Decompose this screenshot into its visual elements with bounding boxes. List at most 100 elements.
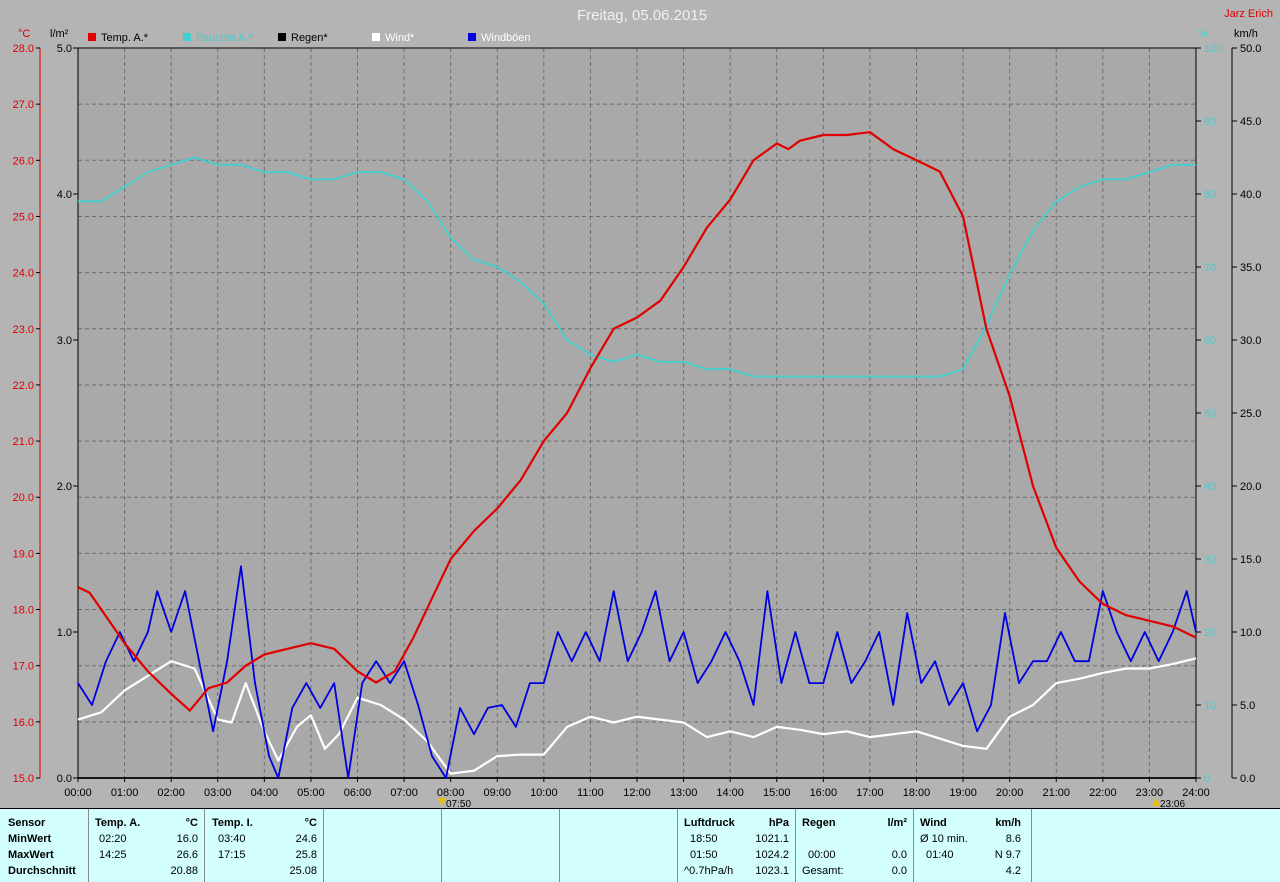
temp-tick-label: 28.0: [13, 43, 34, 55]
cell-time: 03:40: [218, 833, 246, 845]
humidity-tick-label: 50: [1204, 408, 1216, 420]
cell-value: 25.08: [289, 865, 317, 877]
cell-value: 20.88: [170, 865, 198, 877]
cell-label: Ø 10 min.: [920, 833, 968, 845]
x-tick-label: 22:00: [1089, 787, 1117, 799]
col-unit: l/m²: [887, 817, 907, 829]
wind-tick-label: 0.0: [1240, 773, 1255, 785]
col-header: Temp. A.: [95, 817, 141, 829]
humidity-tick-label: 80: [1204, 189, 1216, 201]
cell-time: 00:00: [808, 849, 836, 861]
x-tick-label: 12:00: [623, 787, 651, 799]
legend-label-wind: Wind*: [385, 32, 415, 44]
col-unit: °C: [185, 817, 198, 829]
legend-swatch-humidity: [183, 33, 191, 41]
row-label: MaxWert: [8, 849, 54, 861]
wind-tick-label: 20.0: [1240, 481, 1261, 493]
x-tick-label: 05:00: [297, 787, 325, 799]
cell-time: 18:50: [690, 833, 718, 845]
cell-time: 01:50: [690, 849, 718, 861]
wind-tick-label: 40.0: [1240, 189, 1261, 201]
cell-value: 4.2: [1005, 865, 1021, 877]
cell-value: 1024.2: [755, 849, 789, 861]
temp-tick-label: 16.0: [13, 717, 34, 729]
cell-time: ^0.7hPa/h: [684, 865, 734, 877]
cell-value: N 9.7: [994, 849, 1021, 861]
temp-tick-label: 20.0: [13, 492, 34, 504]
legend-label-humidity: Feuchte A.*: [196, 32, 254, 44]
rain-unit-label: l/m²: [50, 28, 69, 40]
col-unit: hPa: [768, 817, 789, 829]
col-pressure: Luftdruck hPa 18:50 1021.1 01:50 1024.2 …: [678, 809, 796, 882]
wind-tick-label: 30.0: [1240, 335, 1261, 347]
x-tick-label: 14:00: [716, 787, 744, 799]
x-tick-label: 07:00: [390, 787, 418, 799]
wind-tick-label: 25.0: [1240, 408, 1261, 420]
cell-value: 0.0: [891, 865, 907, 877]
x-tick-label: 21:00: [1042, 787, 1070, 799]
col-empty-1: [324, 809, 442, 882]
row-label: Durchschnitt: [8, 865, 76, 877]
x-tick-label: 11:00: [577, 787, 604, 799]
legend-label-gusts: Windböen: [481, 32, 531, 44]
author-label: Jarz Erich: [1224, 8, 1273, 20]
x-tick-label: 16:00: [810, 787, 838, 799]
sunrise-marker: 07:50: [438, 798, 471, 808]
col-empty-2: [442, 809, 560, 882]
temp-tick-label: 25.0: [13, 211, 34, 223]
wind-tick-label: 10.0: [1240, 627, 1261, 639]
wind-unit-label: km/h: [1234, 28, 1258, 40]
x-tick-label: 18:00: [903, 787, 931, 799]
x-tick-label: 10:00: [530, 787, 558, 799]
humidity-tick-label: 100: [1204, 43, 1222, 55]
temp-tick-label: 24.0: [13, 268, 34, 280]
series-line-temperature: [77, 131, 1197, 712]
x-tick-label: 24:00: [1182, 787, 1210, 799]
legend-swatch-wind: [372, 33, 380, 41]
legend-label-temp: Temp. A.*: [101, 32, 149, 44]
grid: [78, 48, 1196, 778]
humidity-tick-label: 40: [1204, 481, 1216, 493]
legend: Temp. A.* Feuchte A.* Regen* Wind* Windb…: [88, 32, 531, 44]
legend-swatch-gusts: [468, 33, 476, 41]
legend-swatch-temp: [88, 33, 96, 41]
humidity-tick-label: 60: [1204, 335, 1216, 347]
cell-time: 14:25: [99, 849, 127, 861]
cell-time: 02:20: [99, 833, 127, 845]
col-wind: Wind km/h Ø 10 min. 8.6 01:40 N 9.7 4.2: [914, 809, 1032, 882]
col-header: Regen: [802, 817, 836, 829]
humidity-tick-label: 30: [1204, 554, 1216, 566]
sunrise-time: 07:50: [446, 799, 471, 808]
sunset-marker: 23:06: [1152, 798, 1185, 808]
x-tick-label: 09:00: [483, 787, 511, 799]
legend-swatch-rain: [278, 33, 286, 41]
series-line-humidity: [78, 156, 1196, 378]
chart-title: Freitag, 05.06.2015: [577, 7, 707, 24]
temp-tick-label: 18.0: [13, 605, 34, 617]
temp-tick-label: 23.0: [13, 324, 34, 336]
temp-unit-label: °C: [18, 28, 30, 40]
hum-unit-label: %: [1198, 28, 1208, 40]
cell-value: 1021.1: [755, 833, 789, 845]
cell-value: 25.8: [295, 849, 317, 861]
col-rain: Regen l/m² 00:00 0.0 Gesamt: 0.0: [796, 809, 914, 882]
wind-tick-label: 35.0: [1240, 262, 1261, 274]
temp-tick-label: 27.0: [13, 99, 34, 111]
x-tick-label: 08:00: [437, 787, 465, 799]
sunset-icon: [1152, 798, 1160, 806]
wind-tick-label: 50.0: [1240, 43, 1261, 55]
x-tick-label: 04:00: [251, 787, 279, 799]
cell-value: 26.6: [176, 849, 198, 861]
rain-tick-label: 4.0: [57, 189, 72, 201]
cell-label: Gesamt:: [802, 865, 844, 877]
x-tick-label: 19:00: [949, 787, 977, 799]
humidity-tick-label: 20: [1204, 627, 1216, 639]
col-unit: km/h: [995, 817, 1021, 829]
stats-table: Sensor MinWert MaxWert Durchschnitt Temp…: [0, 808, 1280, 882]
col-unit: °C: [304, 817, 317, 829]
humidity-tick-label: 10: [1204, 700, 1216, 712]
wind-tick-label: 45.0: [1240, 116, 1261, 128]
temp-tick-label: 17.0: [13, 661, 34, 673]
cell-value: 1023.1: [755, 865, 789, 877]
cell-value: 24.6: [295, 833, 317, 845]
